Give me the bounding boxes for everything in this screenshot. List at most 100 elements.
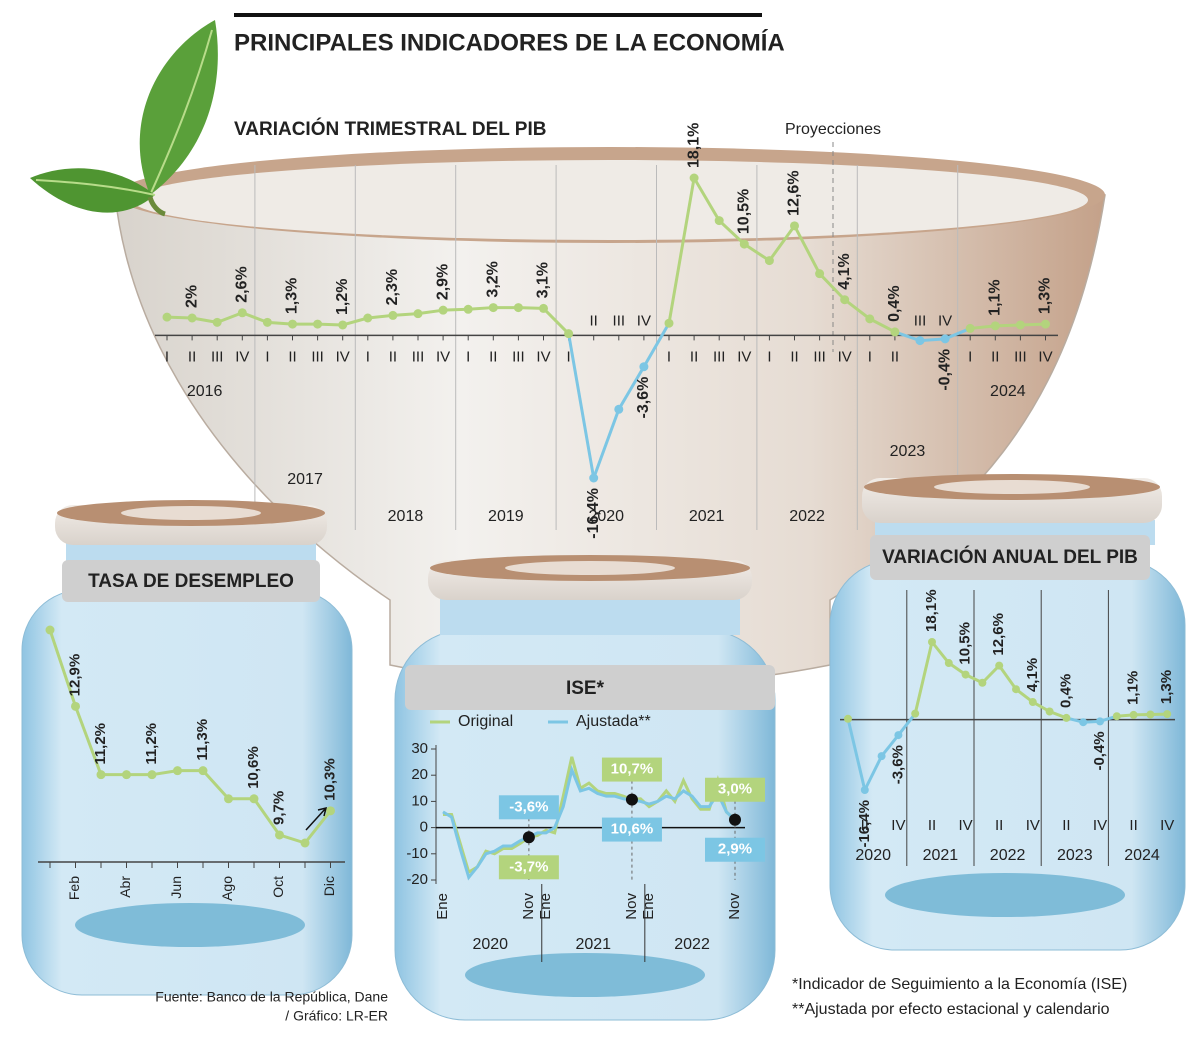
jar-lid-hole <box>505 561 675 575</box>
x-tick-label: Feb <box>66 876 82 900</box>
line-segment <box>74 705 103 776</box>
point <box>313 319 323 329</box>
data-label: 10,5% <box>736 189 753 234</box>
point <box>249 794 259 804</box>
leaf-vein <box>149 29 213 196</box>
point <box>1096 717 1104 726</box>
y-tick-label: -20 <box>406 871 428 888</box>
data-label: 1,1% <box>987 279 1004 315</box>
point <box>71 701 80 711</box>
point <box>463 304 473 314</box>
x-tick-label: I <box>366 348 370 365</box>
data-label: -16,4% <box>856 800 873 848</box>
x-tick-label: IV <box>959 817 973 834</box>
point <box>288 319 297 329</box>
chart-title: VARIACIÓN TRIMESTRAL DEL PIB <box>234 118 546 140</box>
data-label: 12,6% <box>990 613 1007 656</box>
x-tick-label: Jun <box>168 876 184 899</box>
x-tick-label: IV <box>637 312 651 329</box>
data-label: 10,6% <box>611 821 654 838</box>
chart-title: ISE* <box>566 678 605 699</box>
line-segment <box>793 225 821 275</box>
legend-label: Ajustada** <box>576 713 651 730</box>
x-tick-label: I <box>466 348 470 365</box>
x-tick-label: I <box>265 348 269 365</box>
line-segment <box>542 307 570 335</box>
x-tick-label: II <box>690 348 698 365</box>
point <box>940 334 950 344</box>
x-tick-label: III <box>713 348 726 365</box>
line-segment <box>768 224 796 262</box>
data-label: 3,0% <box>718 781 752 798</box>
data-label: 2,9% <box>434 264 451 300</box>
data-label: 3,2% <box>485 261 502 297</box>
x-tick-label: IV <box>436 348 450 365</box>
year-label: 2023 <box>890 443 926 460</box>
point <box>388 310 398 320</box>
line-segment <box>930 641 950 664</box>
line-segment <box>667 177 696 324</box>
x-tick-label: II <box>590 312 598 329</box>
point <box>564 329 574 339</box>
y-tick-label: 0 <box>420 819 428 836</box>
x-tick-label: IV <box>1038 348 1052 365</box>
x-tick-label: II <box>1062 817 1070 834</box>
x-tick-label: Ene <box>434 893 451 920</box>
x-tick-label: III <box>412 348 425 365</box>
x-tick-label: III <box>813 348 826 365</box>
x-tick-label: III <box>1014 348 1027 365</box>
point <box>815 269 825 279</box>
data-label: 1,3% <box>1158 670 1175 704</box>
x-tick-label: II <box>861 817 869 834</box>
data-label: 12,9% <box>66 654 83 697</box>
point <box>1163 710 1172 719</box>
line-segment <box>201 769 230 800</box>
note: **Ajustada por efecto estacional y calen… <box>792 1001 1110 1018</box>
x-tick-label: II <box>389 348 397 365</box>
x-tick-label: II <box>991 348 999 365</box>
data-label: 3,1% <box>535 262 552 298</box>
point <box>187 313 197 323</box>
line-segment <box>567 333 596 479</box>
line-segment <box>818 272 846 301</box>
data-label: 0,4% <box>886 285 903 321</box>
point <box>614 404 624 414</box>
point <box>513 303 523 313</box>
x-tick-label: II <box>928 817 936 834</box>
line-segment <box>642 322 671 368</box>
point <box>45 625 55 635</box>
point <box>764 256 774 266</box>
year-label: 2020 <box>472 936 508 953</box>
point <box>162 312 172 322</box>
value-box <box>498 855 559 880</box>
x-tick-label: III <box>914 312 927 329</box>
source: Fuente: Banco de la República, Dane <box>155 989 388 1005</box>
data-label: 9,7% <box>270 791 287 825</box>
x-tick-label: Oct <box>270 876 286 898</box>
point <box>539 303 548 313</box>
point <box>147 770 157 780</box>
year-label: 2021 <box>575 936 611 953</box>
value-box <box>498 795 559 820</box>
x-tick-label: Nov <box>520 893 537 920</box>
bowl-inside <box>132 160 1088 240</box>
data-label: -0,4% <box>1091 731 1108 770</box>
data-label: 10,7% <box>611 761 654 778</box>
x-tick-label: II <box>489 348 497 365</box>
point <box>1146 710 1155 719</box>
year-label: 2020 <box>588 508 624 525</box>
point <box>915 336 925 346</box>
data-label: 18,1% <box>923 589 940 632</box>
value-box <box>601 757 662 782</box>
label-band <box>870 535 1150 580</box>
point <box>326 806 335 816</box>
line-segment <box>913 641 934 714</box>
year-label: 2017 <box>287 471 323 488</box>
x-tick-label: II <box>288 348 296 365</box>
data-label: 0,4% <box>1057 674 1074 708</box>
line-segment <box>981 664 1001 684</box>
line-segment <box>863 755 883 791</box>
data-label: 2,3% <box>384 269 401 305</box>
data-label: 1,1% <box>1125 671 1142 705</box>
